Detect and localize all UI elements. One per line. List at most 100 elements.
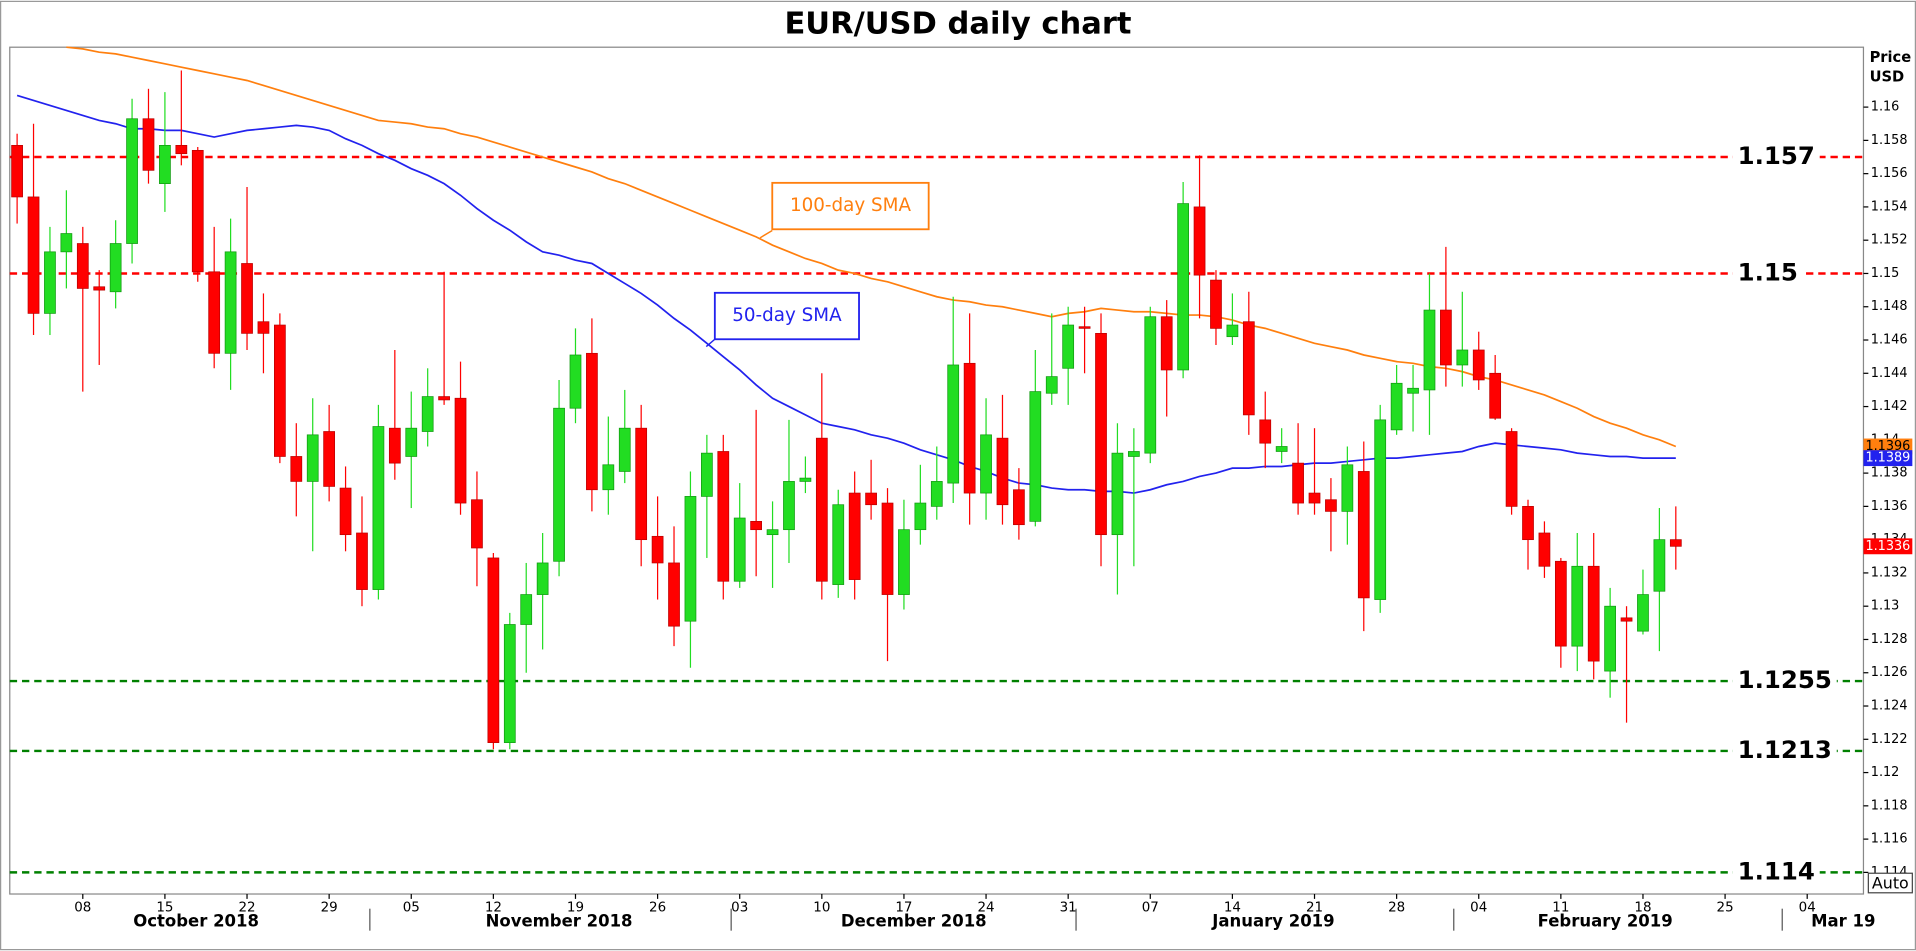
candle-body xyxy=(569,354,582,409)
candle-body xyxy=(635,427,648,541)
candle-body xyxy=(1177,203,1189,371)
candle-body xyxy=(914,502,927,531)
level-label-bg xyxy=(1732,858,1820,886)
y-tick-label: 1.16 xyxy=(1871,100,1900,115)
candle-body xyxy=(815,437,828,582)
level-label-bg xyxy=(1732,737,1837,765)
candle-body xyxy=(1160,316,1173,371)
axis-title: Price xyxy=(1870,49,1912,66)
candle-body xyxy=(142,118,155,171)
candle-body xyxy=(898,529,910,595)
x-tick-label: 31 xyxy=(1060,900,1077,915)
x-tick-label: 25 xyxy=(1717,900,1734,915)
x-tick-label: 24 xyxy=(978,900,995,915)
y-tick-label: 1.15 xyxy=(1871,266,1900,281)
auto-button-label[interactable]: Auto xyxy=(1872,874,1909,893)
candle-body xyxy=(1472,349,1485,381)
candle-body xyxy=(1045,376,1058,394)
candle-body xyxy=(1571,565,1584,647)
levels xyxy=(9,155,1864,874)
y-tick-label: 1.156 xyxy=(1871,166,1908,181)
candle-body xyxy=(1144,316,1157,454)
candle-body xyxy=(1620,617,1633,622)
candle-body xyxy=(109,243,122,293)
candle-body xyxy=(1440,309,1452,366)
candle-body xyxy=(1127,451,1140,457)
x-tick-label: 12 xyxy=(485,900,502,915)
candle-body xyxy=(421,396,434,432)
candle-body xyxy=(1341,464,1354,512)
x-tick-label: 04 xyxy=(1799,900,1816,915)
candle-body xyxy=(848,492,861,580)
candle-body xyxy=(1374,419,1387,600)
candle-body xyxy=(832,504,845,585)
candle-body xyxy=(865,492,877,506)
candle-body xyxy=(60,233,73,253)
month-label: December 2018 xyxy=(841,912,987,931)
x-tick-label: 19 xyxy=(567,900,584,915)
level-label: 1.114 xyxy=(1738,856,1815,885)
candle-body xyxy=(1275,446,1288,452)
sma-lines xyxy=(16,46,1677,494)
month-label: November 2018 xyxy=(486,912,633,931)
y-tick-label: 1.12 xyxy=(1871,765,1900,780)
axis-title: USD xyxy=(1870,69,1905,86)
x-tick-label: 29 xyxy=(321,900,338,915)
y-tick-label: 1.136 xyxy=(1871,499,1908,514)
candle-body xyxy=(1193,206,1206,276)
candle-body xyxy=(1390,382,1403,431)
candle-body xyxy=(241,263,253,334)
candle-body xyxy=(1489,372,1502,419)
candle-body xyxy=(1062,324,1075,369)
candle-body xyxy=(257,321,270,334)
y-tick-label: 1.152 xyxy=(1871,233,1908,248)
candle-body xyxy=(274,324,286,457)
x-tick-label: 17 xyxy=(895,900,912,915)
y-tick-label: 1.124 xyxy=(1871,699,1908,714)
candle-body xyxy=(947,364,960,484)
candle-body xyxy=(733,517,746,582)
y-tick-label: 1.148 xyxy=(1871,299,1908,314)
candle-body xyxy=(1538,532,1551,567)
y-tick-label: 1.13 xyxy=(1871,599,1900,614)
candle-body xyxy=(651,535,664,564)
candle-body xyxy=(1242,321,1255,416)
annotation-box xyxy=(771,181,930,231)
candle-body xyxy=(536,562,549,595)
candle-body xyxy=(750,520,763,531)
candle-body xyxy=(1637,594,1649,632)
x-tick-label: 07 xyxy=(1142,900,1159,915)
candle-body xyxy=(487,557,500,743)
candle-body xyxy=(799,477,812,482)
price-tag-label: 1.1389 xyxy=(1865,451,1910,466)
candle-body xyxy=(11,144,23,198)
x-tick-label: 03 xyxy=(731,900,748,915)
chart-title: EUR/USD daily chart xyxy=(784,7,1131,42)
x-tick-label: 08 xyxy=(74,900,91,915)
candle-body xyxy=(126,118,138,244)
auto-button[interactable] xyxy=(1867,872,1913,894)
candle-body xyxy=(159,144,171,184)
y-tick-label: 1.142 xyxy=(1871,399,1908,414)
candle-body xyxy=(339,487,352,536)
candle-body xyxy=(586,352,598,491)
candle-body xyxy=(996,437,1009,506)
candle-body xyxy=(1325,499,1337,512)
level-label: 1.157 xyxy=(1738,141,1815,170)
sma-line xyxy=(66,46,1677,448)
month-label: February 2019 xyxy=(1538,912,1673,931)
candle-body xyxy=(471,499,483,549)
candle-body xyxy=(618,427,631,472)
y-tick-label: 1.138 xyxy=(1871,466,1908,481)
candle-body xyxy=(438,396,450,401)
candle-body xyxy=(717,451,730,582)
annotation: 50-day SMA xyxy=(732,305,842,326)
y-tick-label: 1.122 xyxy=(1871,732,1908,747)
x-tick-label: 10 xyxy=(813,900,830,915)
x-tick-label: 18 xyxy=(1634,900,1651,915)
candle-body xyxy=(980,434,992,494)
x-tick-label: 28 xyxy=(1388,900,1405,915)
candle-body xyxy=(1522,506,1534,541)
